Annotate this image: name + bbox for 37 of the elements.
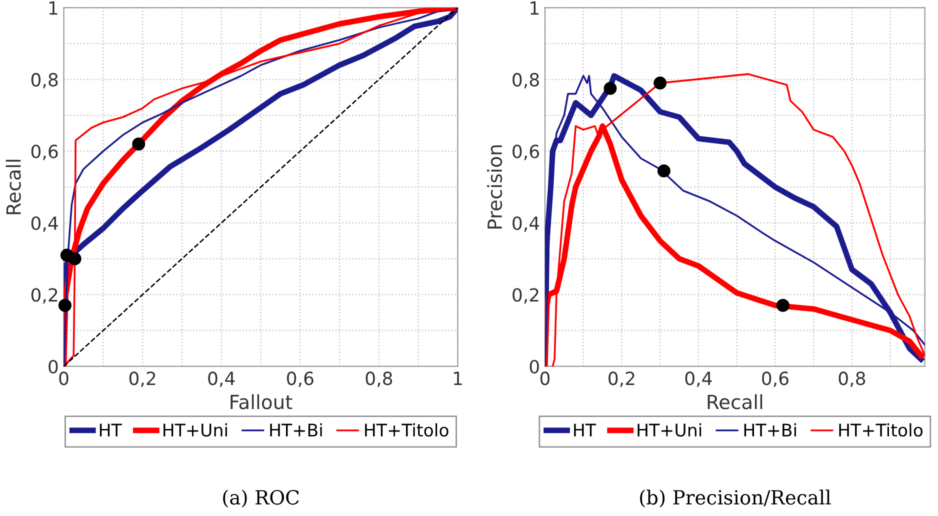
legend-label: HT+Titolo	[839, 423, 923, 437]
y-tick-label: 0	[530, 360, 539, 374]
legend-label: HT	[100, 424, 122, 436]
y-axis-title: Precision	[487, 145, 502, 229]
y-axis-title: Recall	[6, 160, 21, 214]
x-tick-label: 0,4	[208, 372, 235, 388]
legend-label: HT+Uni	[638, 423, 702, 437]
x-axis-title: Recall	[708, 394, 762, 410]
y-tick-label: 1	[530, 1, 538, 15]
y-tick-label: 0,4	[512, 216, 540, 232]
y-tick-label: 0,6	[512, 144, 539, 160]
x-tick-label: 0	[59, 372, 68, 386]
x-tick-label: 0,2	[129, 372, 156, 388]
x-tick-label: 1	[454, 372, 462, 385]
y-tick-label: 0,2	[512, 288, 538, 304]
x-axis-title: Fallout	[230, 394, 292, 410]
x-tick-label: 0,4	[685, 372, 712, 388]
y-tick-label: 0,2	[31, 288, 58, 304]
legend-label: HT+Titolo	[365, 423, 448, 437]
y-tick-label: 0,8	[512, 72, 539, 88]
legend-label: HT+Bi	[270, 423, 322, 436]
x-tick-label: 0,6	[286, 372, 314, 388]
y-tick-label: 0	[48, 360, 58, 374]
x-tick-label: 0,8	[366, 372, 392, 388]
legend-label: HT+Uni	[164, 423, 227, 437]
y-tick-label: 0,6	[31, 144, 58, 160]
y-tick-label: 0,8	[31, 72, 58, 88]
x-tick-label: 0	[540, 372, 550, 386]
x-tick-label: 0,6	[762, 372, 788, 388]
text: (b) Precision/Recall	[640, 490, 831, 508]
y-tick-label: 1	[49, 1, 58, 15]
x-tick-label: 0,8	[838, 372, 866, 388]
text: (a) ROC	[223, 490, 299, 508]
y-tick-label: 0,4	[31, 216, 58, 232]
legend-label: HT	[574, 424, 596, 436]
x-tick-label: 0,2	[608, 372, 634, 388]
legend-label: HT+Bi	[744, 423, 796, 436]
